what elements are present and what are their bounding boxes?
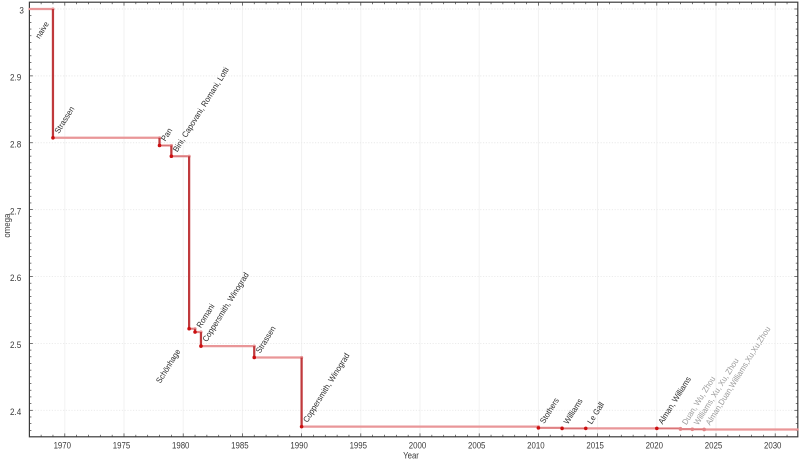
svg-text:2020: 2020 (646, 440, 664, 450)
svg-text:2015: 2015 (586, 440, 604, 450)
svg-text:2000: 2000 (409, 440, 427, 450)
svg-text:2.4: 2.4 (10, 407, 21, 417)
svg-text:3: 3 (19, 6, 24, 16)
svg-text:2.7: 2.7 (10, 206, 21, 216)
svg-text:2.5: 2.5 (10, 340, 21, 350)
svg-text:1985: 1985 (231, 440, 249, 450)
svg-text:Year: Year (403, 451, 419, 460)
svg-text:2025: 2025 (705, 440, 723, 450)
svg-text:1990: 1990 (290, 440, 308, 450)
svg-text:1980: 1980 (172, 440, 190, 450)
svg-text:1975: 1975 (113, 440, 131, 450)
svg-text:2005: 2005 (468, 440, 486, 450)
svg-text:1970: 1970 (54, 440, 72, 450)
svg-text:1995: 1995 (350, 440, 368, 450)
svg-text:2.8: 2.8 (10, 139, 21, 149)
svg-text:2.9: 2.9 (10, 73, 21, 83)
svg-text:2.6: 2.6 (10, 273, 21, 283)
svg-text:omega: omega (2, 214, 12, 238)
svg-text:2030: 2030 (764, 440, 782, 450)
svg-text:2010: 2010 (527, 440, 545, 450)
